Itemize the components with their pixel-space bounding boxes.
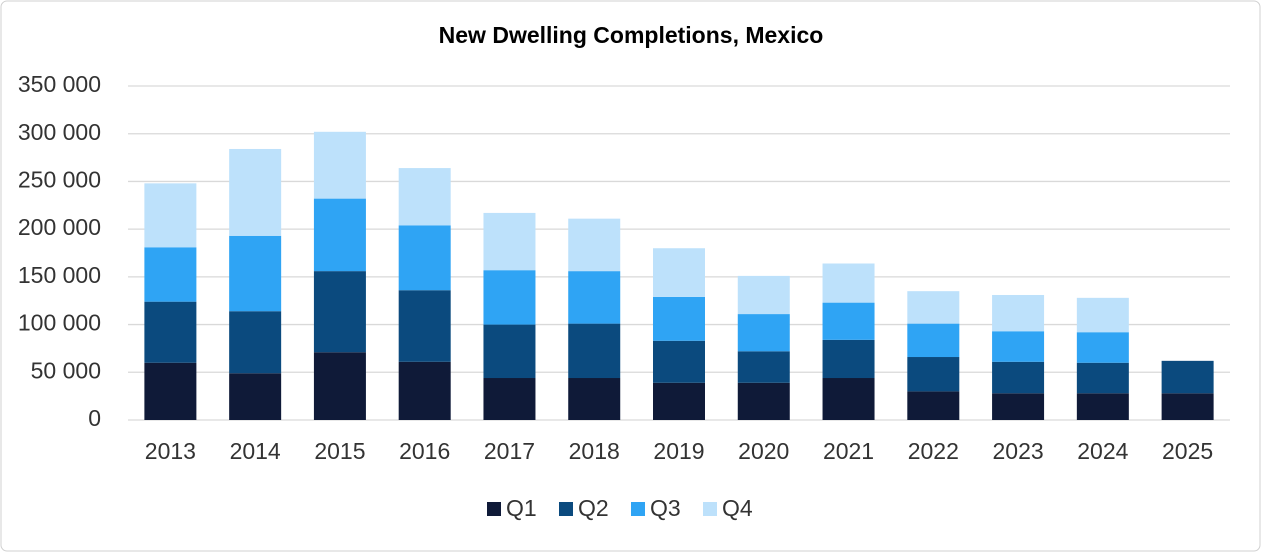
bar-segment <box>992 361 1045 394</box>
bar-segment <box>822 263 875 303</box>
bar-segment <box>907 323 960 358</box>
legend-label: Q1 <box>506 495 537 521</box>
bar-segment <box>568 378 621 420</box>
bar-segment <box>653 340 705 383</box>
legend-swatch <box>703 502 717 516</box>
bar-segment <box>313 271 366 353</box>
y-tick-label: 50 000 <box>31 357 101 383</box>
bar-segment <box>483 212 536 271</box>
legend-label: Q3 <box>650 495 681 521</box>
bar-segment <box>144 247 197 302</box>
x-tick-label: 2022 <box>908 438 959 464</box>
y-tick-label: 350 000 <box>18 71 101 97</box>
bar-segment <box>1076 393 1129 420</box>
x-tick-label: 2017 <box>484 438 535 464</box>
bar-segment <box>992 393 1045 420</box>
x-tick-label: 2019 <box>653 438 704 464</box>
x-tick-label: 2013 <box>145 438 196 464</box>
bar-segment <box>1161 393 1214 420</box>
bar-segment <box>737 382 790 420</box>
bar-segment <box>737 314 790 352</box>
y-tick-label: 300 000 <box>18 119 101 145</box>
bar-segment <box>313 198 366 272</box>
bar-segment <box>1076 297 1129 333</box>
legend-label: Q2 <box>578 495 609 521</box>
bar-segment <box>907 391 960 420</box>
x-tick-label: 2021 <box>823 438 874 464</box>
bar-segment <box>992 331 1045 362</box>
legend-swatch <box>559 502 573 516</box>
bar-segment <box>653 296 705 341</box>
bar-segment <box>1076 362 1129 394</box>
bar-segment <box>907 357 960 392</box>
bar-segment <box>229 235 282 312</box>
bar-segment <box>144 183 197 248</box>
bar-segment <box>737 275 790 315</box>
legend-label: Q4 <box>722 495 753 521</box>
legend-swatch <box>631 502 645 516</box>
bar-segment <box>144 362 197 420</box>
bar-segment <box>398 290 451 362</box>
bar-segment <box>144 301 197 363</box>
y-tick-label: 100 000 <box>18 310 101 336</box>
bar-segment <box>568 323 621 379</box>
bar-segment <box>398 225 451 291</box>
bar-segment <box>398 361 451 420</box>
bar-segment <box>483 324 536 379</box>
bar-segment <box>1076 332 1129 363</box>
chart-title: New Dwelling Completions, Mexico <box>439 22 824 48</box>
bar-segment <box>737 351 790 383</box>
bar-segment <box>907 291 960 324</box>
bar-segment <box>822 378 875 420</box>
bar-segment <box>229 311 282 374</box>
x-tick-label: 2015 <box>314 438 365 464</box>
bar-segment <box>992 294 1045 332</box>
legend-swatch <box>487 502 501 516</box>
bar-segment <box>568 271 621 324</box>
bar-segment <box>483 378 536 420</box>
bar-segment <box>229 148 282 236</box>
y-tick-label: 150 000 <box>18 262 101 288</box>
y-tick-label: 0 <box>88 405 101 431</box>
bar-segment <box>313 352 366 420</box>
x-tick-label: 2024 <box>1077 438 1128 464</box>
bar-segment <box>822 302 875 340</box>
x-tick-label: 2025 <box>1162 438 1213 464</box>
bar-segment <box>313 131 366 199</box>
y-tick-label: 200 000 <box>18 214 101 240</box>
x-tick-label: 2023 <box>992 438 1043 464</box>
x-tick-label: 2018 <box>569 438 620 464</box>
x-tick-label: 2020 <box>738 438 789 464</box>
bar-segment <box>1161 360 1214 394</box>
bar-segment <box>229 373 282 420</box>
bar-segment <box>822 339 875 379</box>
bar-segment <box>653 248 705 297</box>
bar-segment <box>398 168 451 226</box>
x-tick-label: 2014 <box>230 438 281 464</box>
bar-segment <box>483 270 536 325</box>
y-tick-label: 250 000 <box>18 167 101 193</box>
bar-segment <box>568 218 621 272</box>
bar-segment <box>653 382 705 420</box>
x-tick-label: 2016 <box>399 438 450 464</box>
